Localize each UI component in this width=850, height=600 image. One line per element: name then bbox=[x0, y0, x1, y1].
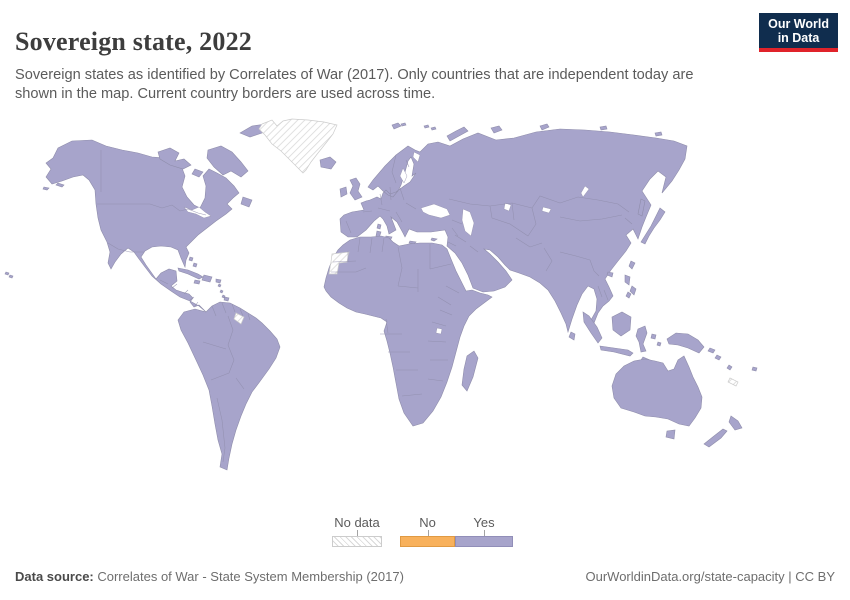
land-regions-yes[interactable] bbox=[4, 122, 758, 471]
philippines[interactable] bbox=[624, 274, 637, 299]
legend-label-yes: Yes bbox=[473, 515, 495, 530]
legend-item-no[interactable]: No bbox=[400, 515, 455, 549]
legend-label-no-data: No data bbox=[334, 515, 380, 530]
map-legend: No data No Yes bbox=[332, 515, 514, 549]
chart-footer: Data source: Correlates of War - State S… bbox=[15, 569, 835, 584]
tasmania[interactable] bbox=[665, 429, 676, 440]
new-guinea[interactable] bbox=[666, 332, 705, 354]
africa[interactable] bbox=[323, 235, 493, 427]
caribbean-islands[interactable] bbox=[4, 256, 230, 302]
legend-item-yes[interactable]: Yes bbox=[455, 515, 513, 549]
greenland-no-data[interactable] bbox=[258, 118, 338, 174]
legend-swatch-no-data[interactable] bbox=[332, 536, 382, 547]
data-source-label: Data source: bbox=[15, 569, 94, 584]
madagascar[interactable] bbox=[461, 350, 479, 392]
credit-link[interactable]: OurWorldinData.org/state-capacity | CC B… bbox=[585, 569, 835, 584]
legend-swatch-yes[interactable] bbox=[455, 536, 513, 547]
south-america[interactable] bbox=[177, 301, 281, 471]
indonesia-archipelago[interactable] bbox=[582, 311, 662, 364]
new-caledonia-no-data[interactable] bbox=[727, 377, 739, 387]
world-choropleth-map[interactable] bbox=[0, 105, 850, 515]
data-source-note: Data source: Correlates of War - State S… bbox=[15, 569, 404, 584]
legend-tick bbox=[357, 530, 358, 536]
inland-water bbox=[183, 151, 590, 335]
owid-logo[interactable]: Our World in Data bbox=[759, 13, 838, 52]
french-guiana-no-data[interactable] bbox=[233, 312, 245, 325]
british-isles[interactable] bbox=[339, 177, 363, 201]
no-data-regions[interactable] bbox=[233, 118, 739, 387]
legend-item-no-data[interactable]: No data bbox=[332, 515, 382, 549]
new-zealand[interactable] bbox=[703, 415, 743, 448]
legend-tick bbox=[427, 530, 429, 536]
japan-korea-islands[interactable] bbox=[606, 198, 666, 278]
owid-logo-line1: Our World bbox=[768, 17, 829, 31]
north-america[interactable] bbox=[45, 139, 240, 313]
australia[interactable] bbox=[611, 355, 703, 427]
data-source-text: Correlates of War - State System Members… bbox=[93, 569, 404, 584]
chart-subtitle: Sovereign states as identified by Correl… bbox=[15, 66, 694, 102]
legend-swatch-no[interactable] bbox=[400, 536, 455, 547]
western-sahara-no-data[interactable] bbox=[328, 251, 350, 275]
arctic-islands-eurasia[interactable] bbox=[391, 122, 663, 142]
iceland[interactable] bbox=[319, 156, 337, 170]
page-title: Sovereign state, 2022 bbox=[15, 27, 252, 57]
legend-label-no: No bbox=[419, 515, 436, 530]
owid-logo-line2: in Data bbox=[777, 31, 820, 45]
eurasia[interactable] bbox=[339, 128, 688, 334]
legend-tick bbox=[484, 530, 485, 536]
country-borders bbox=[97, 150, 633, 463]
sri-lanka[interactable] bbox=[568, 331, 576, 341]
pacific-islands[interactable] bbox=[707, 347, 758, 372]
